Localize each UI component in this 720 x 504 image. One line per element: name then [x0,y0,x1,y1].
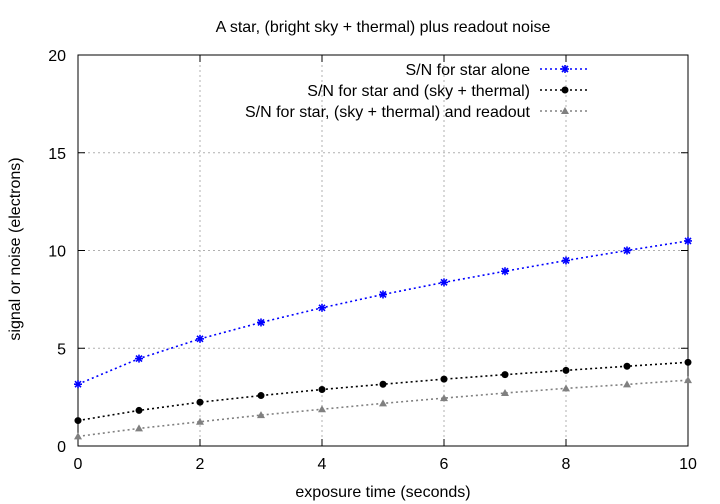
data-point-circle [562,366,570,374]
x-tick-label: 6 [440,456,449,473]
y-tick-label: 10 [48,244,66,261]
data-point-circle [379,380,387,388]
data-point-star [257,318,265,327]
grid [78,55,688,446]
data-point-circle [561,86,569,94]
data-point-circle [135,406,143,414]
data-point-circle [196,398,204,406]
data-point-circle [74,417,82,425]
series-line [77,361,689,422]
legend-entry: S/N for star, (sky + thermal) and readou… [245,104,590,121]
data-point-triangle [257,411,265,419]
y-tick-label: 5 [57,341,66,358]
series-layer [74,236,692,440]
x-tick-label: 2 [196,456,205,473]
x-axis-label: exposure time (seconds) [295,484,470,501]
legend-label: S/N for star alone [406,62,531,79]
y-tick-label: 0 [57,439,66,456]
data-point-triangle [318,405,326,413]
data-point-star [561,65,569,73]
data-point-triangle [440,394,448,402]
data-point-triangle [196,417,204,425]
data-point-star [684,236,692,245]
y-axis-label: signal or noise (electrons) [7,157,24,340]
legend-label: S/N for star and (sky + thermal) [307,83,530,100]
data-point-triangle [561,107,569,114]
legend-entry: S/N for star alone [406,62,590,79]
data-point-circle [440,375,448,383]
legend: S/N for star alone S/N for star and (sky … [245,62,590,121]
series-3 [74,376,692,440]
x-tick-label: 8 [562,456,571,473]
series-1 [74,236,692,389]
data-point-triangle [501,389,509,397]
data-point-circle [501,371,509,379]
data-point-star [74,380,82,389]
chart-title: A star, (bright sky + thermal) plus read… [216,19,551,36]
data-point-circle [318,386,326,394]
data-point-circle [684,358,692,366]
data-point-triangle [74,432,82,440]
y-tick-label: 20 [48,48,66,65]
data-point-circle [623,362,631,370]
data-point-star [379,290,387,299]
data-point-circle [257,392,265,400]
axis-ticks: 0 2 4 6 8 10 0 5 10 15 20 [48,48,697,473]
series-2 [74,358,692,425]
data-point-star [562,256,570,265]
data-point-star [196,334,204,343]
data-point-triangle [623,380,631,388]
series-line [77,240,689,385]
legend-entry: S/N for star and (sky + thermal) [307,83,590,100]
data-point-star [135,354,143,363]
x-tick-label: 10 [679,456,697,473]
x-tick-label: 0 [74,456,83,473]
y-tick-label: 15 [48,146,66,163]
data-point-star [501,267,509,276]
series-line [77,379,689,438]
data-point-star [440,278,448,287]
legend-label: S/N for star, (sky + thermal) and readou… [245,104,531,121]
x-tick-label: 4 [318,456,327,473]
data-point-star [318,303,326,312]
data-point-triangle [684,376,692,384]
data-point-triangle [379,399,387,407]
data-point-star [623,246,631,255]
data-point-triangle [135,424,143,432]
data-point-triangle [562,384,570,392]
